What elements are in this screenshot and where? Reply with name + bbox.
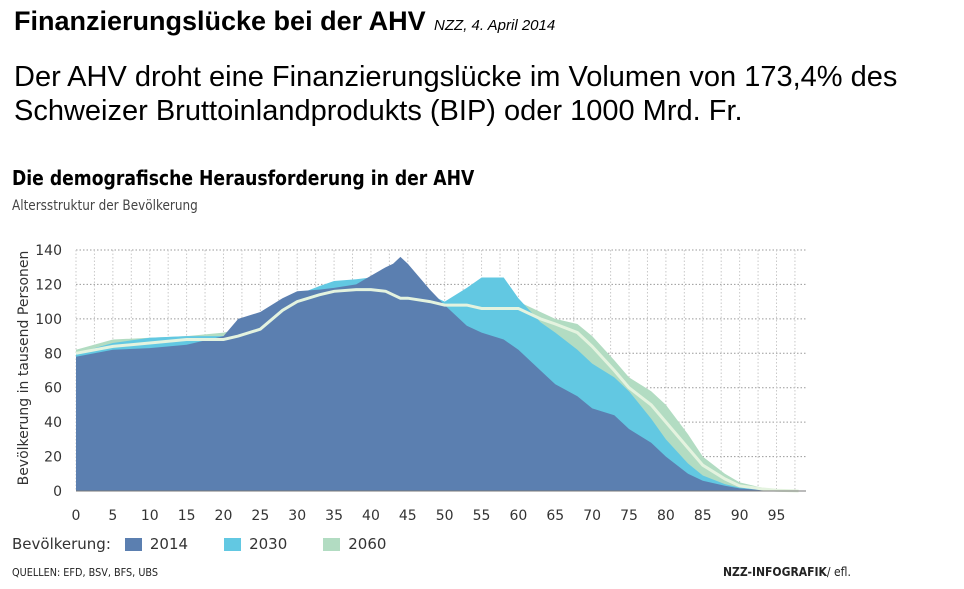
x-tick-label: 90 — [731, 508, 749, 524]
x-tick-label: 40 — [362, 508, 380, 524]
area-series-2014 — [76, 256, 799, 491]
x-tick-label: 50 — [436, 508, 454, 524]
line-series-2060 — [75, 288, 799, 493]
credit-note: NZZ-INFOGRAFIK/ efl. — [723, 565, 851, 579]
y-tick-label: 80 — [44, 346, 62, 362]
x-tick-label: 10 — [141, 508, 159, 524]
sources-note: QUELLEN: EFD, BSV, BFS, UBS — [12, 566, 159, 579]
credit-bold: NZZ-INFOGRAFIK — [723, 565, 827, 579]
y-tick-label: 60 — [44, 381, 62, 397]
chart-areas — [75, 256, 806, 493]
legend-item-2014: 2014 — [149, 535, 189, 553]
legend-item-2060: 2060 — [348, 535, 387, 553]
x-tick-label: 5 — [108, 508, 117, 524]
x-tick-label: 15 — [178, 508, 196, 524]
y-tick-label: 0 — [53, 484, 62, 500]
page-title: Finanzierungslücke bei der AHV — [14, 6, 426, 36]
legend-swatch-2060 — [323, 537, 341, 551]
x-tick-label: 30 — [288, 508, 306, 524]
y-tick-label: 120 — [35, 277, 62, 293]
y-tick-label: 20 — [44, 450, 62, 466]
x-tick-label: 55 — [473, 508, 491, 524]
x-tick-label: 60 — [510, 508, 528, 524]
chart-subtitle: Altersstruktur der Bevölkerung — [12, 198, 198, 214]
credit-rest: / efl. — [826, 565, 851, 579]
x-tick-label: 25 — [251, 508, 269, 524]
x-tick-label: 20 — [215, 508, 233, 524]
x-tick-label: 85 — [694, 508, 712, 524]
x-axis: 0 5 10 15 20 25 30 35 40 45 50 55 60 65 70 75 80 85 90 95 — [72, 508, 786, 524]
legend-swatch-2014 — [124, 537, 142, 551]
lead-text: Der AHV droht eine Finanzierungslücke im… — [14, 61, 898, 127]
page-header: Finanzierungslücke bei der AHV NZZ, 4. A… — [14, 6, 555, 37]
legend-item-2030: 2030 — [249, 535, 288, 553]
x-tick-label: 70 — [583, 508, 601, 524]
y-axis-label: Bevölkerung in tausend Personen — [16, 251, 32, 486]
x-tick-label: 35 — [325, 508, 343, 524]
legend-swatch-2030 — [224, 537, 242, 551]
x-tick-label: 45 — [399, 508, 417, 524]
y-tick-label: 140 — [35, 243, 62, 259]
x-tick-label: 80 — [657, 508, 675, 524]
legend-label: Bevölkerung: — [12, 535, 111, 553]
y-axis: 0 20 40 60 80 100 120 140 — [35, 243, 62, 500]
legend: Bevölkerung: 2014 2030 2060 — [12, 535, 386, 553]
x-tick-label: 75 — [620, 508, 638, 524]
x-tick-label: 95 — [768, 508, 786, 524]
y-tick-label: 40 — [44, 415, 62, 431]
page-source: NZZ, 4. April 2014 — [434, 17, 556, 34]
y-tick-label: 100 — [35, 312, 62, 328]
chart-title: Die demografische Herausforderung in der… — [12, 166, 475, 190]
x-tick-label: 0 — [72, 508, 81, 524]
x-tick-label: 65 — [546, 508, 564, 524]
